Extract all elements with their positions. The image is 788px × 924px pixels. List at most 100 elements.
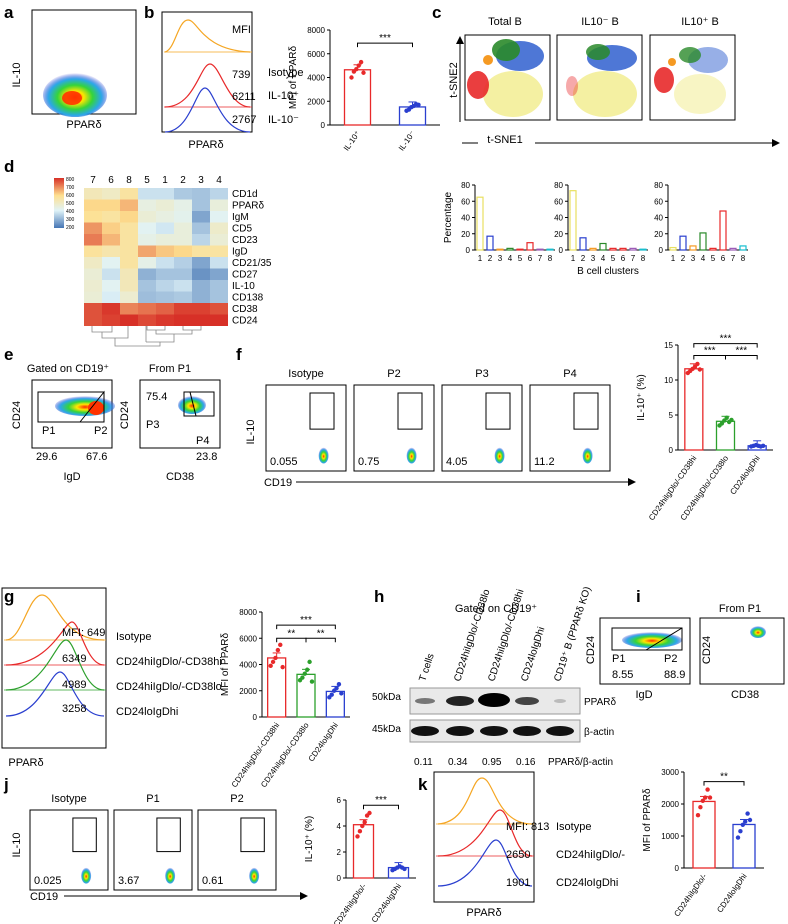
- flow-gate: [240, 817, 265, 853]
- y-label-c1: Percentage: [443, 191, 454, 243]
- sig-label-g: **: [287, 628, 295, 639]
- mfi-igd-g: 3258: [62, 703, 86, 715]
- x-tick-label-c2: 5: [611, 254, 616, 263]
- heat-dendrogram: [91, 326, 202, 347]
- y-tick-label-c3: 0: [659, 246, 664, 255]
- heat-cell: [210, 268, 228, 280]
- val-p4-e: 23.8: [196, 451, 217, 463]
- sig-bracket-g: [305, 637, 336, 643]
- heat-row-label: CD1d: [232, 189, 258, 200]
- heat-cell: [174, 314, 192, 326]
- panel-a: IL-10 PPARδ: [11, 9, 137, 131]
- sig-label-k: **: [720, 772, 728, 783]
- heat-col-label: 2: [180, 175, 186, 186]
- heat-cell: [192, 199, 210, 211]
- heat-cell: [84, 268, 102, 280]
- y-tick-label-c1: 20: [461, 230, 470, 239]
- x-tick-label-k: CD24loIgDhi: [715, 872, 749, 914]
- y-tick-label-g: 8000: [239, 608, 257, 617]
- x-tick-label-c2: 3: [591, 254, 596, 263]
- y-tick-label-b: 8000: [307, 26, 325, 35]
- heat-scale-label: 600: [66, 193, 75, 199]
- x-tick-label-c2: 8: [641, 254, 646, 263]
- fromp1-label-i: From P1: [719, 603, 761, 615]
- panel-letter-d: d: [4, 157, 14, 176]
- heat-cell: [174, 303, 192, 315]
- bar-c2-0: [569, 190, 577, 251]
- xlabel-i2: CD38: [731, 689, 759, 701]
- y-tick-label-k: 3000: [661, 768, 679, 777]
- x-tick-label-c3: 3: [691, 254, 696, 263]
- data-point-k-1: [747, 817, 753, 823]
- flow-cluster: [249, 867, 260, 884]
- panel-i: Gated on CD19⁺ From P1 P1 P2 8.55 88.9 C…: [455, 603, 785, 701]
- histo-il10pos-b: [164, 63, 251, 108]
- heat-cell: [138, 303, 156, 315]
- xlabel-f: CD19: [264, 477, 292, 489]
- flow-gate: [573, 392, 599, 430]
- flow-frame: [529, 384, 611, 472]
- heat-cell: [174, 199, 192, 211]
- heat-cell: [174, 257, 192, 269]
- bar-c1-4: [516, 248, 524, 251]
- heat-cell: [84, 245, 102, 257]
- tsne-title-3: IL10⁺ B: [681, 16, 719, 28]
- data-point-f-1: [724, 415, 729, 420]
- xlabel-e2: CD38: [166, 471, 194, 483]
- data-point-k-0: [695, 813, 701, 818]
- heat-cell: [192, 268, 210, 280]
- heat-cell: [120, 303, 138, 315]
- xlabel-e1: IgD: [63, 471, 80, 483]
- heat-cell: [210, 222, 228, 234]
- mfi-iso-b: 739: [232, 69, 250, 81]
- heat-cell: [138, 222, 156, 234]
- x-tick-label-c2: 4: [601, 254, 606, 263]
- heat-cell: [102, 234, 120, 246]
- heat-scale-label: 200: [66, 225, 75, 231]
- heat-cell: [120, 245, 138, 257]
- fromp1-label-e: From P1: [149, 363, 191, 375]
- sig-label-g: **: [317, 628, 325, 639]
- tsne-plot-3: [649, 34, 736, 121]
- heat-scale-labels: 800 700 600 500 400 300 200: [66, 177, 75, 231]
- bar-chart-c3: 0 20 40 60 80 1 2 3 4 5 6 7 8: [654, 181, 748, 263]
- ylabel-j: IL-10: [11, 832, 23, 857]
- lane-label: CD24loIgDhi: [519, 626, 547, 683]
- heat-row-label: CD24: [232, 316, 258, 327]
- heat-cell: [102, 257, 120, 269]
- heat-col-label: 1: [162, 175, 168, 186]
- heat-col-label: 6: [108, 175, 114, 186]
- heat-cell: [156, 199, 174, 211]
- histo-frame-b: [161, 11, 253, 133]
- lane-labels-h: T cells CD24hiIgDlo/-CD38loCD24hiIgDlo/-C…: [417, 585, 593, 683]
- flow-gate: [485, 392, 511, 430]
- heat-row-label: CD138: [232, 293, 264, 304]
- bar-c2-2: [589, 247, 597, 251]
- heat-cell: [174, 245, 192, 257]
- flow-value: 3.67: [118, 875, 139, 887]
- heat-cell: [138, 234, 156, 246]
- data-point-f-1: [729, 417, 734, 423]
- x-tick-label-k: CD24hiIgDlo/-: [672, 872, 708, 919]
- gate-p3-e: P3: [146, 419, 159, 431]
- heat-cell: [174, 280, 192, 292]
- sig-bracket-k: [703, 781, 745, 786]
- heat-cell: [138, 280, 156, 292]
- flow-title: Isotype: [288, 368, 323, 380]
- heat-row-label: PPARδ: [232, 201, 264, 212]
- data-point-k-0: [707, 795, 713, 800]
- data-point-g-1: [300, 675, 305, 680]
- bar-k-1: [732, 823, 756, 869]
- lane-label: CD19⁺ B (PPARδ KO): [552, 585, 593, 683]
- row-lo-k: CD24loIgDhi: [556, 877, 618, 889]
- heat-cell: [120, 222, 138, 234]
- heat-cell: [102, 314, 120, 326]
- heat-row-label: CD27: [232, 270, 258, 281]
- panel-letter-k: k: [418, 775, 428, 794]
- y-tick-label-g: 0: [253, 713, 258, 722]
- x-tick-label-c2: 6: [621, 254, 626, 263]
- x-tick-label-c1: 1: [478, 254, 483, 263]
- flow-value: 0.75: [358, 456, 379, 468]
- mfi-header-b: MFI: [232, 24, 251, 36]
- x-tick-label-c2: 1: [571, 254, 576, 263]
